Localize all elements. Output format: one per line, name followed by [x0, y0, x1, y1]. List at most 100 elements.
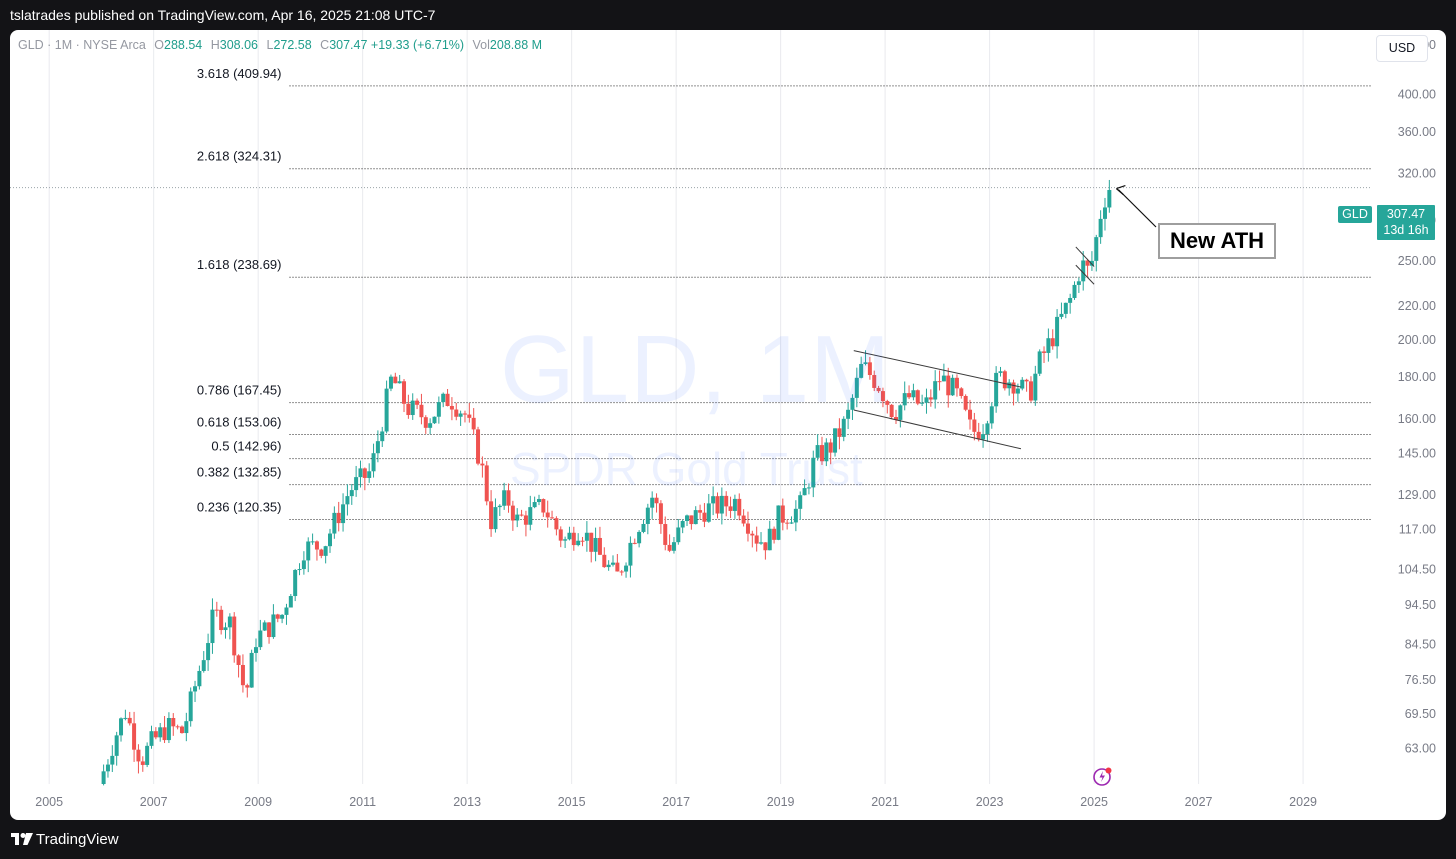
candle-body [280, 614, 285, 619]
trendline [1075, 246, 1095, 267]
candle-body [188, 691, 193, 722]
candle-body [750, 533, 755, 536]
candle-body [850, 397, 855, 410]
x-tick-label: 2013 [453, 795, 481, 809]
candle-body [863, 362, 868, 364]
legend-close-label: C [320, 38, 330, 52]
candle-body [876, 387, 881, 392]
candle-body [1059, 313, 1064, 317]
chart-panel[interactable]: 3.618 (409.94) 2.618 (324.31) 1.618 (238.6… [10, 30, 1446, 820]
candle-body [362, 468, 367, 478]
candle-body [867, 362, 872, 376]
candle-body [833, 428, 838, 453]
candle-body [1098, 218, 1103, 238]
candle-body [219, 609, 224, 631]
footer-bar: TradingView [0, 820, 1456, 859]
candle-body [802, 488, 807, 496]
candle-body [484, 465, 489, 502]
candle-body [153, 731, 158, 738]
candle-body [611, 562, 616, 565]
candle-body [332, 512, 337, 534]
candle-body [545, 512, 550, 518]
price-chart[interactable]: 3.618 (409.94) 2.618 (324.31) 1.618 (238.6… [10, 30, 1446, 820]
candle-body [606, 564, 611, 568]
candle-body [393, 376, 398, 384]
candle-body [554, 518, 559, 530]
candle-body [1002, 371, 1007, 389]
candle-body [467, 414, 472, 418]
y-tick-label: 145.00 [1398, 447, 1436, 461]
candle-body [885, 401, 890, 405]
candle-body [785, 522, 790, 524]
candle-body [911, 390, 916, 398]
candle-body [898, 405, 903, 420]
candle-body [602, 554, 607, 568]
candle-body [197, 670, 202, 687]
watermark-symbol: GLD, 1M [500, 316, 892, 423]
last-price-value: 307.47 [1386, 207, 1426, 221]
y-tick-label: 320.00 [1398, 166, 1436, 180]
trendline [853, 409, 1022, 450]
candle-body [349, 490, 354, 497]
candle-body [149, 731, 154, 746]
candle-body [1072, 284, 1077, 298]
candle-body [319, 549, 324, 556]
footer-brand: TradingView [36, 831, 119, 848]
candle-body [480, 463, 485, 466]
candle-body [941, 375, 946, 382]
candle-body [759, 542, 764, 544]
candle-body [619, 571, 624, 573]
candle-body [920, 402, 925, 404]
candle-body [1102, 207, 1107, 219]
candle-body [698, 510, 703, 513]
y-tick-label: 104.50 [1398, 563, 1436, 577]
candle-body [907, 393, 912, 398]
candle-body [293, 570, 298, 597]
currency-button[interactable]: USD [1376, 35, 1428, 62]
candle-body [580, 540, 585, 542]
candle-body [1007, 382, 1012, 389]
candle-body [258, 630, 263, 648]
candle-body [959, 388, 964, 396]
candle-body [367, 471, 372, 478]
legend-open-label: O [154, 38, 165, 52]
candle-body [654, 497, 659, 504]
y-tick-label: 220.00 [1398, 299, 1436, 313]
candle-body [998, 371, 1003, 373]
candle-body [271, 614, 276, 638]
lightning-icon[interactable] [1093, 766, 1113, 786]
candle-body [101, 771, 106, 784]
candle-body [828, 442, 833, 453]
candle-body [676, 527, 681, 543]
candle-body [249, 652, 254, 688]
candle-body [284, 607, 289, 615]
candle-body [1094, 237, 1099, 261]
candle-body [336, 512, 341, 524]
candle-body [1037, 351, 1042, 374]
candle-body [624, 565, 629, 572]
y-tick-label: 200.00 [1398, 333, 1436, 347]
new-ath-annotation[interactable]: New ATH [1158, 223, 1276, 259]
candle-body [693, 510, 698, 525]
candle-body [415, 400, 420, 405]
candle-body [663, 524, 668, 545]
candle-body [780, 505, 785, 523]
candle-body [380, 431, 385, 442]
candle-body [1055, 316, 1060, 347]
y-tick-label: 117.00 [1399, 523, 1436, 537]
candle-body [1033, 373, 1038, 401]
candle-body [963, 395, 968, 410]
candle-body [915, 390, 920, 404]
candle-body [754, 535, 759, 544]
candle-body [297, 569, 302, 571]
legend-high-label: H [210, 38, 220, 52]
fib-level-label: 3.618 (409.94) [197, 66, 282, 81]
candle-body [406, 403, 411, 416]
candle-body [119, 718, 124, 736]
x-tick-label: 2009 [244, 795, 272, 809]
candle-body [375, 441, 380, 454]
y-tick-label: 160.00 [1398, 412, 1436, 426]
candle-body [645, 507, 650, 524]
candle-body [641, 523, 646, 532]
candle-body [1063, 302, 1068, 314]
